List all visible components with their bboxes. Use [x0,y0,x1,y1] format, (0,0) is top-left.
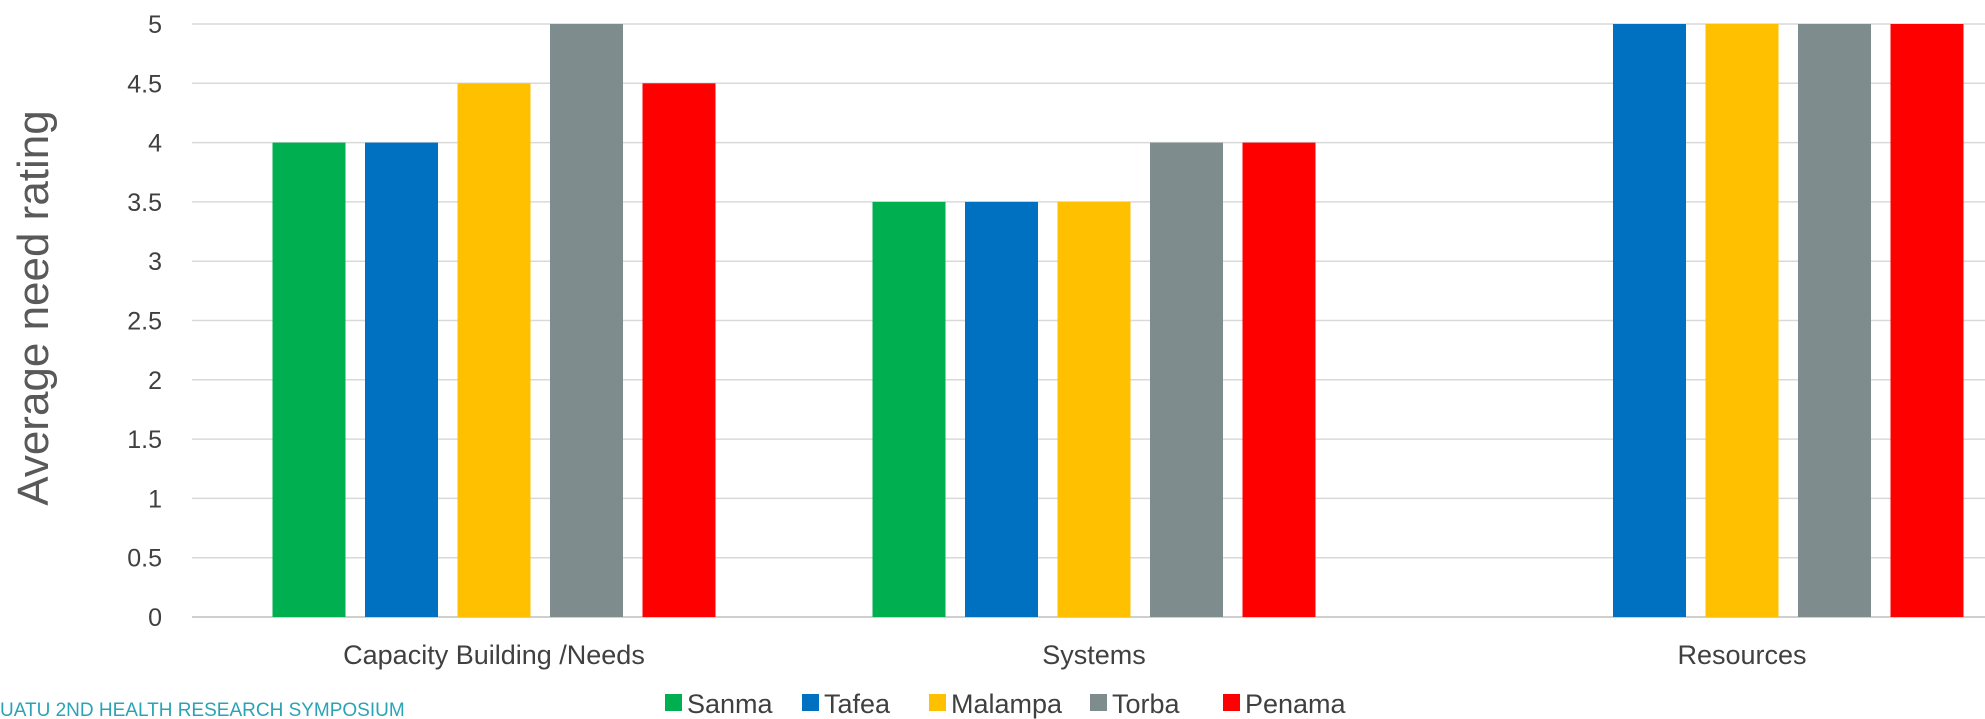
bar-tafea-1 [965,201,1038,617]
bar-sanma-0 [272,142,346,617]
bar-tafea-2 [1613,24,1686,617]
y-tick-label: 1.5 [127,426,162,454]
legend-label-penama: Penama [1245,689,1347,719]
legend-swatch-tafea [802,694,819,711]
y-tick-label: 2 [148,367,162,395]
legend-swatch-sanma [665,694,682,711]
legend-label-sanma: Sanma [687,689,774,719]
bar-tafea-0 [365,142,438,617]
y-tick-label: 4.5 [127,70,162,98]
bar-penama-2 [1890,24,1964,617]
bar-torba-1 [1150,142,1223,617]
x-category-label: Systems [1042,640,1146,670]
legend-label-tafea: Tafea [824,689,891,719]
y-tick-label: 3.5 [127,189,162,217]
bar-penama-1 [1242,142,1316,617]
footer-text: UATU 2ND HEALTH RESEARCH SYMPOSIUM [0,700,405,719]
bar-torba-2 [1798,24,1871,617]
x-category-label: Capacity Building /Needs [343,640,645,670]
legend-label-torba: Torba [1112,689,1181,719]
x-category-label: Resources [1677,640,1806,670]
bar-malampa-2 [1705,24,1779,617]
legend-swatch-torba [1090,694,1107,711]
y-axis-ticks: 0 0.5 1 1.5 2 2.5 3 3.5 4 4.5 5 [127,11,162,632]
legend-swatch-malampa [929,694,946,711]
legend-label-malampa: Malampa [951,689,1063,719]
legend: Sanma Tafea Malampa Torba Penama [665,689,1347,719]
bar-malampa-1 [1057,201,1131,617]
bar-sanma-1 [872,201,946,617]
legend-swatch-penama [1223,694,1240,711]
y-tick-label: 0 [148,604,162,632]
bar-torba-0 [550,24,623,617]
y-axis-label: Average need rating [9,110,58,505]
y-tick-label: 3 [148,248,162,276]
y-tick-label: 5 [148,11,162,39]
y-tick-label: 0.5 [127,545,162,573]
y-tick-label: 1 [148,485,162,513]
bar-penama-0 [642,83,716,618]
x-axis-categories: Capacity Building /Needs Systems Resources [343,640,1806,670]
y-tick-label: 4 [148,130,162,158]
bars [272,24,1964,618]
y-tick-label: 2.5 [127,308,162,336]
bar-malampa-0 [457,83,531,618]
